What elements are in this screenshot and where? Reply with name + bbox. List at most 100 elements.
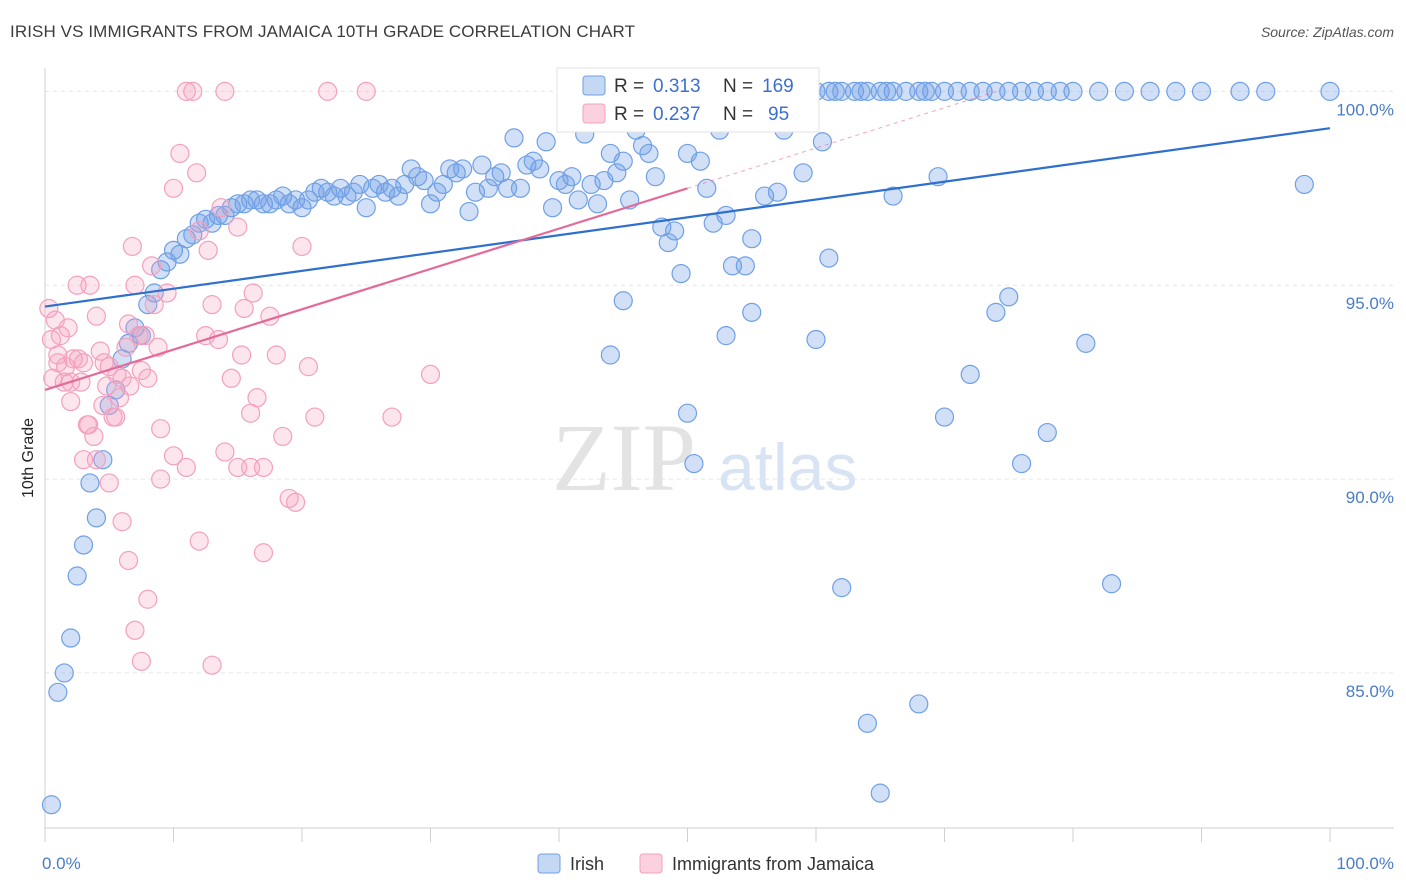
- irish-point: [330, 178, 351, 198]
- irish-point: [382, 178, 402, 198]
- irish-point: [93, 450, 113, 470]
- watermark: ZIP atlas: [552, 404, 857, 511]
- jamaica-point: [86, 450, 107, 470]
- irish-point: [690, 151, 710, 171]
- jamaica-point: [151, 419, 171, 439]
- irish-point: [613, 151, 633, 171]
- stats-r-label-jamaica: R =: [614, 104, 644, 125]
- irish-point: [742, 229, 762, 249]
- irish-point: [510, 178, 531, 198]
- irish-point: [986, 302, 1006, 322]
- jamaica-point: [112, 512, 132, 532]
- jamaica-point: [318, 81, 338, 101]
- jamaica-point: [215, 81, 235, 101]
- irish-point: [472, 155, 492, 175]
- irish-point: [677, 403, 698, 423]
- legend-label-jamaica: Immigrants from Jamaica: [672, 854, 875, 874]
- irish-point: [587, 194, 608, 214]
- irish-point: [1063, 81, 1083, 101]
- irish-point: [273, 186, 293, 206]
- irish-point: [607, 163, 627, 183]
- irish-point: [684, 453, 704, 474]
- irish-point: [453, 159, 473, 179]
- x-tick-label-max: 100.0%: [1336, 854, 1394, 873]
- irish-point: [1089, 81, 1109, 101]
- irish-point: [645, 167, 665, 187]
- irish-point: [697, 178, 717, 198]
- watermark-atlas: atlas: [718, 430, 857, 504]
- jamaica-point: [266, 345, 286, 365]
- irish-point: [562, 167, 582, 187]
- irish-point: [555, 174, 576, 195]
- stats-legend: R = 0.313 N = 169 R = 0.237 N = 95: [556, 67, 820, 133]
- jamaica-point: [292, 236, 312, 257]
- jamaica-point: [148, 337, 168, 357]
- chart-title: IRISH VS IMMIGRANTS FROM JAMAICA 10TH GR…: [10, 22, 636, 41]
- irish-point: [465, 182, 486, 202]
- irish-point: [883, 186, 903, 206]
- irish-point: [581, 174, 601, 195]
- irish-point: [343, 182, 363, 202]
- irish-point: [298, 190, 319, 210]
- watermark-zip: ZIP: [552, 404, 696, 511]
- irish-point: [825, 81, 845, 101]
- legend-swatch-jamaica: [639, 853, 663, 874]
- irish-point: [478, 178, 498, 198]
- irish-point: [41, 795, 62, 815]
- jamaica-point: [116, 337, 136, 357]
- jamaica-point: [80, 275, 100, 295]
- irish-point: [86, 508, 107, 528]
- scatter-points: [39, 81, 1340, 815]
- stats-r-jamaica: 0.237: [653, 104, 701, 125]
- irish-point: [915, 81, 935, 101]
- jamaica-point: [84, 426, 104, 447]
- jamaica-point: [99, 473, 119, 493]
- jamaica-point: [189, 531, 209, 551]
- jamaica-point: [157, 283, 177, 303]
- irish-point: [1037, 422, 1057, 443]
- stats-n-label-irish: N =: [723, 76, 753, 97]
- jamaica-point: [382, 407, 402, 427]
- jamaica-point: [305, 407, 325, 427]
- jamaica-point: [135, 326, 155, 346]
- irish-point: [658, 232, 678, 253]
- irish-point: [80, 473, 100, 493]
- irish-point: [54, 663, 74, 683]
- x-tick-marks: [44, 828, 1331, 842]
- irish-point: [388, 186, 408, 206]
- y-tick-label: 90.0%: [1346, 488, 1394, 507]
- irish-point: [877, 81, 897, 101]
- irish-point: [716, 205, 736, 226]
- stats-r-label-irish: R =: [614, 76, 644, 97]
- irish-point: [857, 713, 878, 733]
- irish-point: [716, 326, 736, 346]
- stats-n-label-jamaica: N =: [723, 104, 753, 125]
- jamaica-point: [118, 550, 139, 571]
- irish-point: [613, 291, 633, 311]
- jamaica-point: [163, 178, 184, 198]
- jamaica-point: [202, 295, 222, 315]
- irish-point: [356, 198, 376, 218]
- jamaica-point: [356, 81, 376, 101]
- irish-point: [1011, 453, 1032, 474]
- irish-point: [735, 256, 755, 276]
- irish-point: [754, 186, 775, 206]
- stats-r-irish: 0.313: [653, 76, 701, 97]
- irish-point: [350, 174, 370, 195]
- irish-point: [671, 264, 691, 284]
- y-tick-label: 95.0%: [1346, 294, 1394, 313]
- jamaica-point: [142, 256, 162, 276]
- irish-point: [459, 201, 479, 222]
- irish-point: [812, 132, 833, 152]
- axes: [44, 68, 1394, 829]
- irish-point: [665, 221, 685, 241]
- jamaica-point: [183, 81, 203, 101]
- jamaica-point: [151, 469, 171, 489]
- jamaica-point: [253, 543, 274, 563]
- irish-point: [1256, 81, 1276, 101]
- jamaica-point: [202, 655, 222, 675]
- irish-point: [999, 287, 1019, 307]
- jamaica-point: [131, 360, 151, 381]
- irish-point: [960, 364, 980, 384]
